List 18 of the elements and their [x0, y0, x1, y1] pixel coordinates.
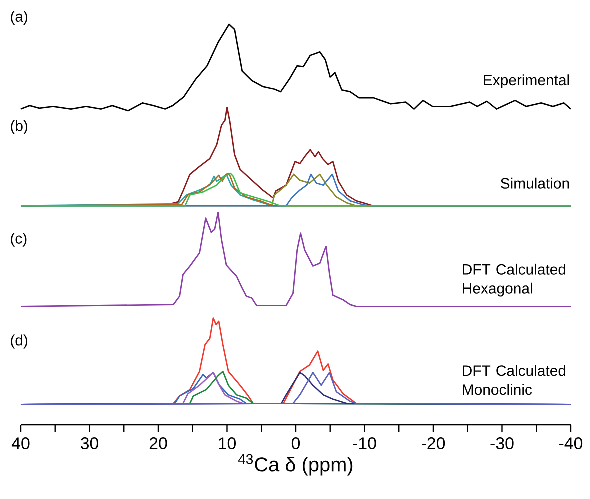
x-tick-label: 30	[80, 438, 99, 450]
x-tick-label: -30	[490, 438, 514, 450]
x-tick-label: 0	[292, 438, 300, 450]
x-tick-label: 20	[150, 438, 168, 450]
annotation: (a)	[11, 11, 28, 25]
annotation: DFT Calculated Hexagonal	[463, 264, 566, 297]
x-tick-label: -10	[353, 438, 376, 450]
annotation: (d)	[11, 334, 28, 349]
annotation: DFT Calculated Monoclinic	[463, 365, 566, 396]
x-tick-label: 40	[12, 438, 30, 450]
annotation: Experimental	[484, 74, 570, 89]
x-tick-label: -40	[560, 438, 583, 450]
annotation: Simulation	[501, 178, 570, 189]
annotation: (b)	[11, 120, 28, 134]
x-axis-title: $^{43}$Ca δ (ppm)	[238, 454, 353, 476]
x-tick-label: -20	[422, 438, 446, 450]
annotation: (c)	[11, 232, 27, 247]
x-tick-label: 10	[219, 438, 236, 450]
